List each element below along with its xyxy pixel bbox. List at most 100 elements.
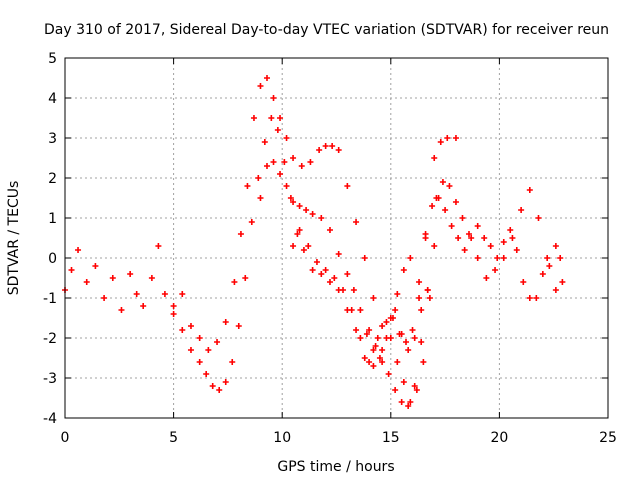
data-point xyxy=(439,179,446,185)
y-axis-label: SDTVAR / TECUs xyxy=(6,181,22,296)
data-point xyxy=(283,135,290,141)
data-point xyxy=(155,243,162,249)
data-point xyxy=(75,247,82,253)
data-point xyxy=(526,295,533,301)
data-point xyxy=(374,335,381,341)
data-point xyxy=(398,331,405,337)
data-point xyxy=(407,255,414,261)
y-tick-label: 2 xyxy=(48,171,57,187)
data-point xyxy=(216,387,223,393)
data-point xyxy=(539,271,546,277)
plot-frame xyxy=(64,57,609,419)
data-point xyxy=(322,267,329,273)
data-point xyxy=(335,251,342,257)
data-point xyxy=(101,295,108,301)
data-point xyxy=(407,399,414,405)
data-point xyxy=(335,147,342,153)
data-point xyxy=(526,187,533,193)
data-point xyxy=(263,163,270,169)
data-point xyxy=(277,171,284,177)
data-point xyxy=(416,279,423,285)
data-point xyxy=(392,387,399,393)
data-point xyxy=(444,135,451,141)
data-point xyxy=(370,295,377,301)
data-point xyxy=(298,163,305,169)
data-point xyxy=(535,215,542,221)
data-point xyxy=(418,339,425,345)
data-point xyxy=(394,359,401,365)
data-point xyxy=(474,223,481,229)
data-point xyxy=(487,243,494,249)
data-point xyxy=(361,355,368,361)
data-point xyxy=(481,235,488,241)
data-point xyxy=(500,239,507,245)
data-point xyxy=(309,267,316,273)
data-point xyxy=(250,115,257,121)
x-axis-label: GPS time / hours xyxy=(277,459,394,475)
data-point xyxy=(222,319,229,325)
data-point xyxy=(235,323,242,329)
data-point xyxy=(500,255,507,261)
data-point xyxy=(322,143,329,149)
data-point xyxy=(416,295,423,301)
data-point xyxy=(557,255,564,261)
data-point xyxy=(257,83,264,89)
data-point xyxy=(357,307,364,313)
data-point xyxy=(383,335,390,341)
data-point xyxy=(400,267,407,273)
data-point xyxy=(400,379,407,385)
data-point xyxy=(329,143,336,149)
data-point xyxy=(379,359,386,365)
data-point xyxy=(340,287,347,293)
data-point xyxy=(187,323,194,329)
data-point xyxy=(344,271,351,277)
data-point xyxy=(518,207,525,213)
data-point xyxy=(461,247,468,253)
data-point xyxy=(309,211,316,217)
data-point xyxy=(424,287,431,293)
data-point xyxy=(318,271,325,277)
data-point xyxy=(366,327,373,333)
data-point xyxy=(357,335,364,341)
data-point xyxy=(392,307,399,313)
data-point xyxy=(244,183,251,189)
data-point xyxy=(474,255,481,261)
data-point xyxy=(231,279,238,285)
data-point xyxy=(533,295,540,301)
data-point xyxy=(277,115,284,121)
data-point xyxy=(133,291,140,297)
data-point xyxy=(403,339,410,345)
data-point xyxy=(296,227,303,233)
data-point xyxy=(305,243,312,249)
data-point xyxy=(413,387,420,393)
data-point xyxy=(270,159,277,165)
data-point xyxy=(326,279,333,285)
data-point xyxy=(242,275,249,281)
data-point xyxy=(353,219,360,225)
data-point xyxy=(559,279,566,285)
data-point xyxy=(348,307,355,313)
data-points xyxy=(62,75,566,409)
data-point xyxy=(161,291,168,297)
data-point xyxy=(109,275,116,281)
data-point xyxy=(187,347,194,353)
data-point xyxy=(287,195,294,201)
data-point xyxy=(366,359,373,365)
axis-ticks: 0 5 10 15 20 25 -4 -3 -2 -1 0 1 2 3 4 5 xyxy=(43,51,617,446)
data-point xyxy=(448,223,455,229)
data-point xyxy=(363,331,370,337)
data-point xyxy=(148,275,155,281)
data-point xyxy=(127,271,134,277)
data-point xyxy=(294,231,301,237)
data-point xyxy=(350,287,357,293)
data-point xyxy=(68,267,75,273)
y-tick-label: -4 xyxy=(43,411,57,427)
data-point xyxy=(248,219,255,225)
data-point xyxy=(316,147,323,153)
y-tick-label: -1 xyxy=(43,291,57,307)
data-point xyxy=(196,359,203,365)
data-point xyxy=(303,207,310,213)
data-point xyxy=(237,231,244,237)
data-point xyxy=(222,379,229,385)
x-tick-label: 15 xyxy=(382,430,400,446)
